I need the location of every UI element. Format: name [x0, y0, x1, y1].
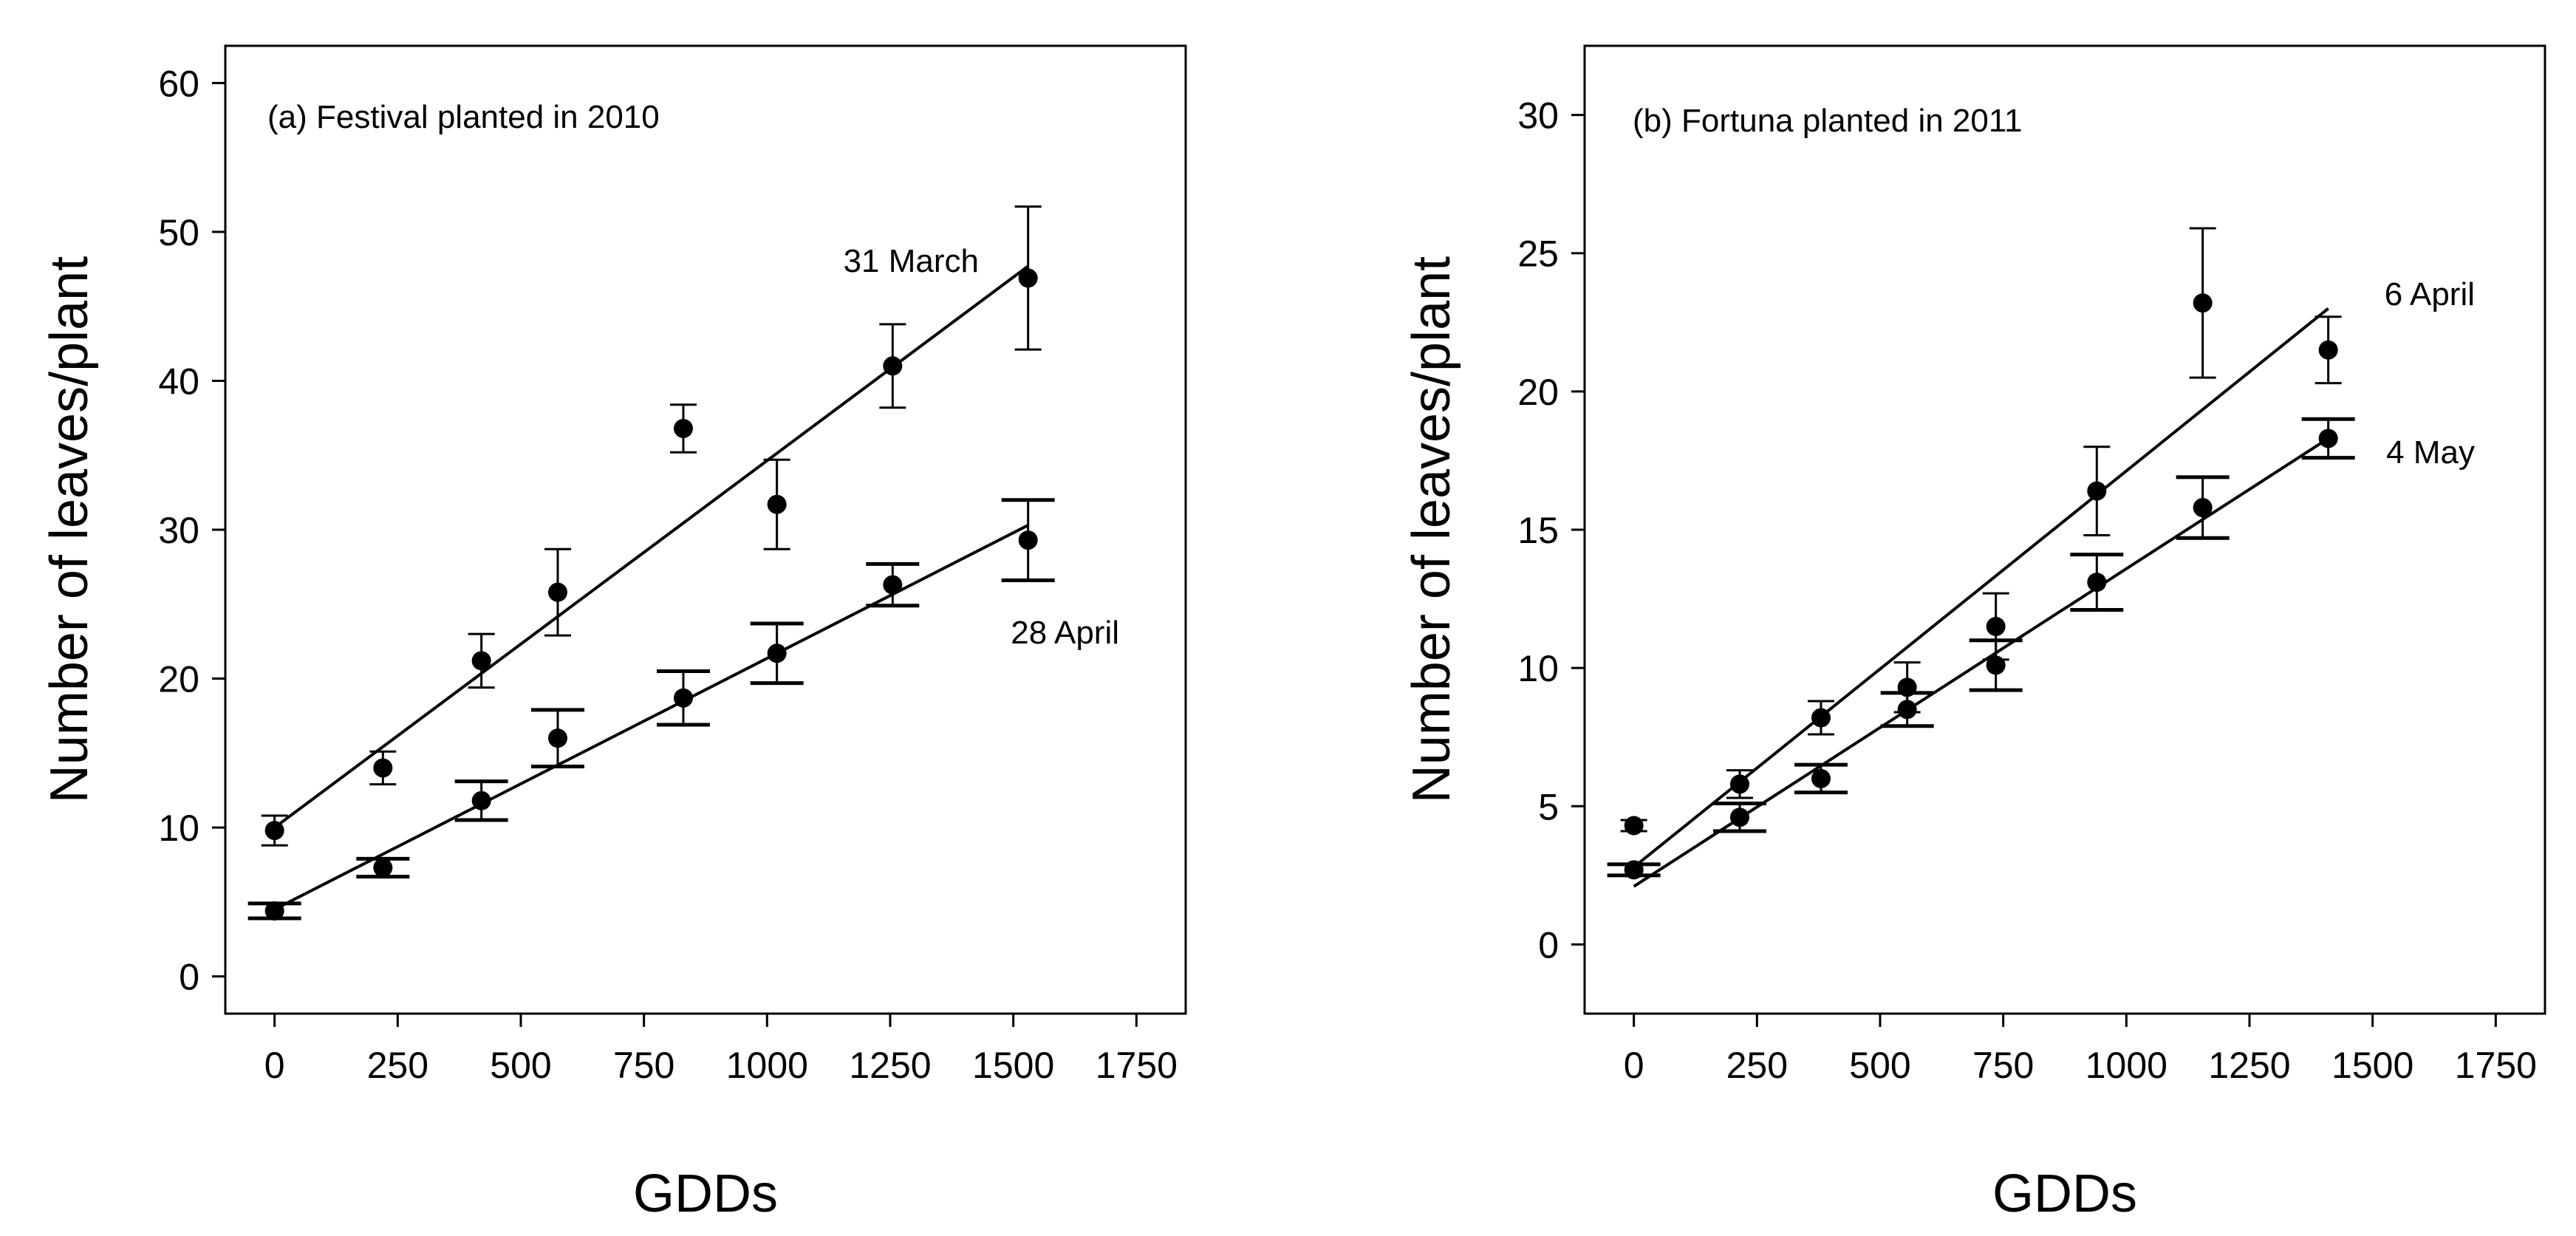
x-axis-label: GDDs [633, 1164, 778, 1223]
series-label: 28 April [1011, 615, 1119, 651]
x-axis-label: GDDs [1992, 1164, 2137, 1223]
data-point [1730, 774, 1749, 794]
y-tick-label: 10 [1517, 648, 1559, 689]
x-tick-label: 750 [1972, 1045, 2034, 1086]
data-point [264, 901, 284, 921]
data-point [1624, 816, 1644, 836]
x-tick-label: 0 [264, 1045, 285, 1086]
data-point [674, 418, 693, 438]
data-point [471, 791, 491, 810]
data-point [2193, 293, 2213, 313]
y-tick-label: 0 [1538, 924, 1559, 966]
y-tick-label: 20 [1517, 372, 1559, 413]
y-tick-label: 40 [158, 361, 199, 402]
data-point [1018, 530, 1038, 550]
x-tick-label: 1500 [972, 1045, 1054, 1086]
data-point [548, 728, 567, 748]
y-tick-label: 20 [158, 659, 199, 700]
data-point [767, 494, 787, 514]
y-tick-label: 0 [179, 957, 199, 998]
series-label: 4 May [2386, 434, 2475, 471]
data-point [1811, 768, 1831, 788]
series-2 [1607, 417, 2355, 888]
x-tick-label: 1000 [2085, 1045, 2167, 1086]
data-point [1811, 708, 1831, 728]
series-1 [1620, 227, 2342, 869]
y-axis-label: Number of leaves/plant [1402, 256, 1461, 803]
panel-title: (b) Fortuna planted in 2011 [1633, 103, 2023, 139]
data-point [2318, 428, 2338, 448]
y-tick-label: 25 [1517, 233, 1559, 275]
data-point [2318, 340, 2338, 360]
regression-line [273, 524, 1029, 911]
y-tick-label: 60 [158, 63, 199, 104]
y-tick-label: 50 [158, 212, 199, 253]
x-tick-label: 0 [1624, 1045, 1644, 1086]
y-axis-label: Number of leaves/plant [40, 256, 99, 803]
x-tick-label: 1000 [726, 1045, 808, 1086]
data-point [1624, 860, 1644, 880]
data-point [264, 821, 284, 841]
regression-line [1633, 437, 2329, 888]
y-tick-label: 30 [158, 510, 199, 551]
data-point [1897, 700, 1917, 720]
series-1 [261, 205, 1042, 847]
y-tick-label: 15 [1517, 510, 1559, 551]
x-tick-label: 1750 [1096, 1045, 1178, 1086]
data-point [2193, 498, 2213, 518]
data-point [2087, 573, 2107, 593]
panel-a: 0 250 500 750 1000 1250 1500 1750 0 10 20 30 40 50 60 G… [40, 44, 1187, 1223]
data-point [883, 356, 903, 376]
data-point [471, 651, 491, 671]
y-tick-label: 5 [1538, 786, 1559, 827]
series-label: 31 March [844, 243, 979, 279]
regression-line [273, 264, 1029, 829]
x-tick-label: 1250 [2208, 1045, 2290, 1086]
x-tick-label: 250 [1726, 1045, 1788, 1086]
plot-frame [1583, 44, 2546, 1015]
panel-title: (a) Festival planted in 2010 [267, 99, 660, 135]
x-tick-label: 1500 [2331, 1045, 2413, 1086]
data-point [1986, 655, 2006, 675]
data-point [767, 643, 787, 663]
y-tick-label: 30 [1517, 95, 1559, 137]
x-tick-label: 750 [613, 1045, 674, 1086]
data-point [373, 858, 393, 878]
data-point [2087, 481, 2107, 501]
series-2 [247, 498, 1055, 921]
regression-line [1633, 307, 2329, 869]
y-tick-label: 10 [158, 808, 199, 849]
plot-frame [224, 44, 1187, 1015]
data-point [1986, 617, 2006, 636]
x-tick-label: 500 [1849, 1045, 1910, 1086]
panel-b: 0 250 500 750 1000 1250 1500 1750 0 5 10 15 20 25 30 GD… [1402, 44, 2546, 1223]
x-tick-label: 1750 [2455, 1045, 2537, 1086]
data-point [674, 688, 693, 708]
x-tick-label: 250 [367, 1045, 428, 1086]
data-point [1018, 268, 1038, 288]
data-point [1730, 808, 1749, 827]
data-point [883, 575, 903, 595]
x-tick-label: 500 [490, 1045, 551, 1086]
series-label: 6 April [2385, 276, 2475, 313]
x-tick-label: 1250 [849, 1045, 931, 1086]
data-point [548, 582, 567, 602]
data-point [373, 758, 393, 778]
